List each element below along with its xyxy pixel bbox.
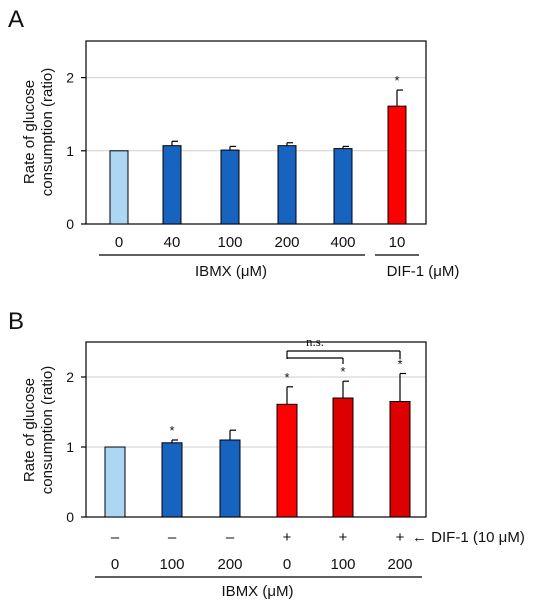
category-label: 100 [217, 234, 242, 251]
category-label: 200 [274, 234, 299, 251]
bar [219, 439, 241, 518]
bar [387, 105, 407, 225]
y-tick-label: 1 [66, 143, 74, 159]
significance-star: * [340, 364, 345, 379]
bar [332, 397, 354, 518]
bar [389, 401, 411, 518]
significance-star: * [394, 73, 399, 88]
dif1-annotation: ← DIF-1 (10 μM) [412, 529, 525, 546]
y-axis-label: Rate of glucoseconsumption (ratio) [21, 68, 56, 196]
y-axis-label-line: consumption (ratio) [39, 68, 56, 196]
group-label: IBMX (μM) [195, 263, 267, 280]
y-axis-label-line: Rate of glucose [21, 378, 38, 482]
dif1-sign: – [226, 529, 235, 546]
group-label: IBMX (μM) [222, 583, 294, 600]
y-tick-label: 2 [66, 70, 74, 86]
bar [109, 150, 129, 225]
category-label: 200 [387, 556, 412, 573]
category-label: 0 [111, 556, 119, 573]
significance-star: * [397, 357, 402, 372]
panel-label-b: B [8, 308, 24, 335]
dif1-sign: – [111, 529, 120, 546]
category-label: 10 [389, 234, 406, 251]
ns-label: n.s. [306, 334, 324, 349]
bar [162, 145, 182, 225]
bar [161, 442, 183, 518]
y-axis-label-line: Rate of glucose [21, 80, 38, 184]
panel-b-chart: 0 1 2 Rate of glucoseconsumption (ratio) 0 – *… [21, 334, 525, 600]
bar [277, 145, 297, 225]
category-label: 200 [217, 556, 242, 573]
category-label: 40 [164, 234, 181, 251]
y-tick-label: 0 [66, 509, 74, 525]
y-tick-label: 0 [66, 216, 74, 232]
dif1-sign: + [283, 529, 292, 546]
dif1-sign: – [168, 529, 177, 546]
plot-frame [85, 341, 427, 518]
category-label: 100 [159, 556, 184, 573]
bar [333, 148, 353, 225]
category-label: 0 [283, 556, 291, 573]
bar [220, 149, 240, 225]
dif1-sign: + [339, 529, 348, 546]
category-label: 400 [330, 234, 355, 251]
significance-star: * [169, 423, 174, 438]
bar [276, 403, 298, 518]
bar [104, 446, 126, 518]
plot-frame [85, 40, 427, 225]
y-tick-label: 2 [66, 369, 74, 385]
category-label: 0 [115, 234, 123, 251]
significance-star: * [284, 370, 289, 385]
panel-label-a: A [8, 6, 24, 33]
group-label: DIF-1 (μM) [387, 263, 460, 280]
panel-a-chart: 0 1 2 Rate of glucoseconsumption (ratio) 0 40… [21, 40, 460, 280]
dif1-sign: + [396, 529, 405, 546]
y-tick-label: 1 [66, 439, 74, 455]
y-axis-label: Rate of glucoseconsumption (ratio) [21, 366, 56, 494]
category-label: 100 [330, 556, 355, 573]
y-axis-label-line: consumption (ratio) [39, 366, 56, 494]
